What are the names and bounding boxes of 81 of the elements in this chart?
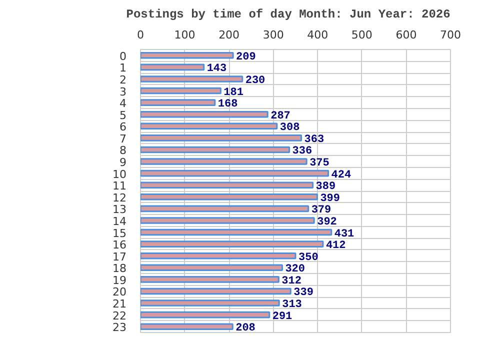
y-tick-label: 2 xyxy=(120,73,126,86)
bar xyxy=(140,264,283,272)
bar xyxy=(140,276,280,283)
data-label: 230 xyxy=(245,74,266,87)
data-label: 181 xyxy=(224,86,244,99)
y-tick-label: 3 xyxy=(120,85,126,98)
x-tick-label: 600 xyxy=(396,28,417,42)
y-tick-label: 0 xyxy=(120,50,126,63)
y-tick-label: 19 xyxy=(112,274,127,287)
bar xyxy=(140,300,280,306)
x-tick-label: 200 xyxy=(218,28,240,42)
bar xyxy=(140,182,314,189)
y-tick-label: 21 xyxy=(112,298,127,311)
y-tick-label: 1 xyxy=(120,62,126,75)
bar xyxy=(140,240,324,248)
y-tick-label: 17 xyxy=(112,250,127,264)
y-tick-label: 5 xyxy=(120,108,126,122)
data-label: 392 xyxy=(317,216,337,228)
data-label: 379 xyxy=(311,204,332,217)
data-label: 308 xyxy=(280,122,300,134)
y-tick-label: 16 xyxy=(112,238,127,252)
bar xyxy=(140,158,308,165)
y-tick-label: 9 xyxy=(120,156,126,170)
y-tick-label: 13 xyxy=(112,203,127,216)
bar xyxy=(140,134,302,142)
bar xyxy=(140,205,310,212)
y-tick-label: 4 xyxy=(120,97,126,110)
x-tick-label: 400 xyxy=(307,28,328,42)
bar xyxy=(140,228,332,236)
y-tick-label: 23 xyxy=(112,321,127,334)
data-label: 339 xyxy=(294,287,314,300)
data-label: 363 xyxy=(304,134,324,146)
y-tick-label: 18 xyxy=(112,262,127,276)
y-tick-label: 11 xyxy=(112,180,127,193)
data-label: 313 xyxy=(282,299,302,312)
y-tick-label: 8 xyxy=(120,144,126,158)
y-tick-label: 15 xyxy=(112,226,127,240)
y-tick-label: 12 xyxy=(112,191,127,204)
y-tick-label: 20 xyxy=(112,286,127,299)
data-label: 208 xyxy=(236,322,256,335)
x-tick-label: 100 xyxy=(174,28,196,42)
data-label: 375 xyxy=(310,158,330,170)
bar xyxy=(140,193,318,200)
bar xyxy=(140,122,278,130)
x-tick-label: 300 xyxy=(262,28,284,42)
data-label: 168 xyxy=(218,98,238,111)
y-tick-label: 14 xyxy=(112,214,127,228)
y-tick-label: 6 xyxy=(120,120,126,134)
x-tick-label: 0 xyxy=(137,28,144,42)
y-tick-label: 7 xyxy=(120,132,126,146)
data-label: 431 xyxy=(334,228,355,240)
bar xyxy=(140,87,222,94)
data-label: 320 xyxy=(285,264,306,276)
bar xyxy=(140,99,216,106)
data-label: 287 xyxy=(270,110,290,122)
bar xyxy=(140,76,244,82)
bar xyxy=(140,52,234,59)
bar xyxy=(140,252,296,260)
bar xyxy=(140,217,315,224)
data-label: 424 xyxy=(331,169,352,182)
data-label: 350 xyxy=(298,252,318,264)
bar xyxy=(140,110,268,118)
bar xyxy=(140,170,330,177)
data-label: 209 xyxy=(236,51,256,64)
bar xyxy=(140,64,205,71)
x-tick-label: 500 xyxy=(351,28,372,42)
bar xyxy=(140,146,290,154)
y-tick-label: 22 xyxy=(112,309,127,322)
data-label: 336 xyxy=(292,146,312,158)
data-label: 143 xyxy=(206,63,228,76)
y-tick-label: 10 xyxy=(112,168,127,181)
chart-title: Postings by time of day Month: Jun Year: 2026 xyxy=(126,8,450,22)
bar xyxy=(140,288,292,295)
data-label: 312 xyxy=(282,275,302,288)
data-label: 291 xyxy=(272,310,293,323)
data-label: 399 xyxy=(320,192,340,205)
data-label: 412 xyxy=(326,240,346,252)
data-label: 389 xyxy=(316,181,336,194)
bar xyxy=(140,323,234,330)
bar xyxy=(140,311,270,318)
x-tick-label: 700 xyxy=(440,28,461,42)
